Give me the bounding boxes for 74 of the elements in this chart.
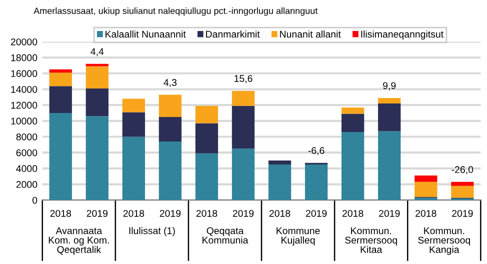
x-tick-label: 2018	[196, 210, 218, 217]
x-tick-label: 2019	[379, 210, 400, 217]
text: Kommune Kujalleq	[276, 227, 320, 246]
bar	[86, 88, 108, 116]
bar	[342, 114, 364, 132]
y-tick-label: 2000	[16, 181, 38, 188]
bar	[268, 160, 292, 164]
bar	[86, 66, 108, 88]
bar	[86, 64, 108, 66]
legend-label: Danmarkimit	[206, 30, 260, 38]
x-tick-label: 2018	[50, 210, 72, 217]
bar	[378, 98, 401, 104]
annotation: 15,6	[234, 75, 252, 84]
bar	[195, 106, 218, 124]
bar	[378, 131, 401, 200]
y-tick-label: 14000	[11, 86, 38, 93]
bar	[414, 182, 438, 197]
text: Qeqqata Kommunia	[202, 227, 248, 244]
bar	[122, 112, 146, 137]
annotation: -26,0	[452, 166, 474, 174]
bar	[122, 136, 146, 200]
bar	[232, 90, 255, 106]
annotation: 4,3	[164, 79, 177, 88]
bar	[378, 103, 401, 132]
y-tick-label: 10000	[11, 118, 38, 125]
bar	[232, 148, 255, 200]
y-tick-label: 18000	[11, 54, 38, 62]
annotation: 9,9	[383, 82, 396, 90]
bar	[232, 106, 255, 149]
y-tick-label: 8000	[16, 133, 38, 140]
bar	[342, 132, 364, 200]
legend-label: Nunanit allanit	[280, 30, 341, 38]
text: Avannaata Kom. og Kom. Qeqertalik	[48, 227, 109, 255]
bar	[49, 86, 72, 113]
x-tick-label: 2018	[342, 210, 364, 217]
y-tick-label: 16000	[11, 70, 38, 78]
y-tick-label: 12000	[11, 102, 38, 109]
bar	[268, 164, 292, 200]
x-tick-label: 2019	[306, 210, 327, 217]
bar	[158, 94, 182, 117]
bar	[342, 107, 364, 114]
bar	[158, 116, 182, 142]
bar	[158, 142, 182, 200]
y-tick-label: 4000	[16, 165, 38, 172]
text: Ilulissat (1)	[129, 227, 175, 236]
x-tick-label: 2019	[452, 210, 473, 217]
bar	[49, 72, 72, 86]
annotation: 4,4	[90, 48, 104, 56]
bar	[195, 123, 218, 154]
y-tick-label: 0	[32, 196, 38, 204]
legend-label: Kalaallit Nunaannit	[106, 30, 186, 38]
x-tick-label: 2018	[123, 210, 144, 217]
x-tick-label: 2018	[416, 210, 436, 217]
text: Kommun. Sermersooq Kangia	[418, 227, 470, 255]
bar	[304, 164, 328, 200]
x-tick-label: 2019	[232, 210, 254, 217]
bar	[414, 176, 438, 182]
bar	[414, 198, 438, 200]
y-tick-label: 20000	[10, 38, 38, 46]
bar	[451, 186, 474, 198]
x-tick-label: 2019	[86, 210, 108, 217]
x-tick-label: 2019	[160, 210, 181, 217]
x-tick-label: 2018	[269, 210, 290, 217]
bar	[86, 116, 108, 200]
bar	[195, 153, 218, 200]
bar	[122, 98, 146, 112]
chart-title: Amerlassusaat, ukiup siulianut naleqqiullugu pct.-inngorlugu allannguut	[34, 7, 318, 16]
bar	[49, 112, 72, 200]
bar	[49, 69, 72, 73]
text: Kommun. Sermersooq Kitaa	[345, 227, 397, 254]
y-tick-label: 6000	[16, 149, 38, 156]
bar	[451, 182, 474, 186]
legend-label: Ilisimaneqanngitsut	[361, 30, 444, 40]
annotation: -6,6	[308, 147, 324, 156]
